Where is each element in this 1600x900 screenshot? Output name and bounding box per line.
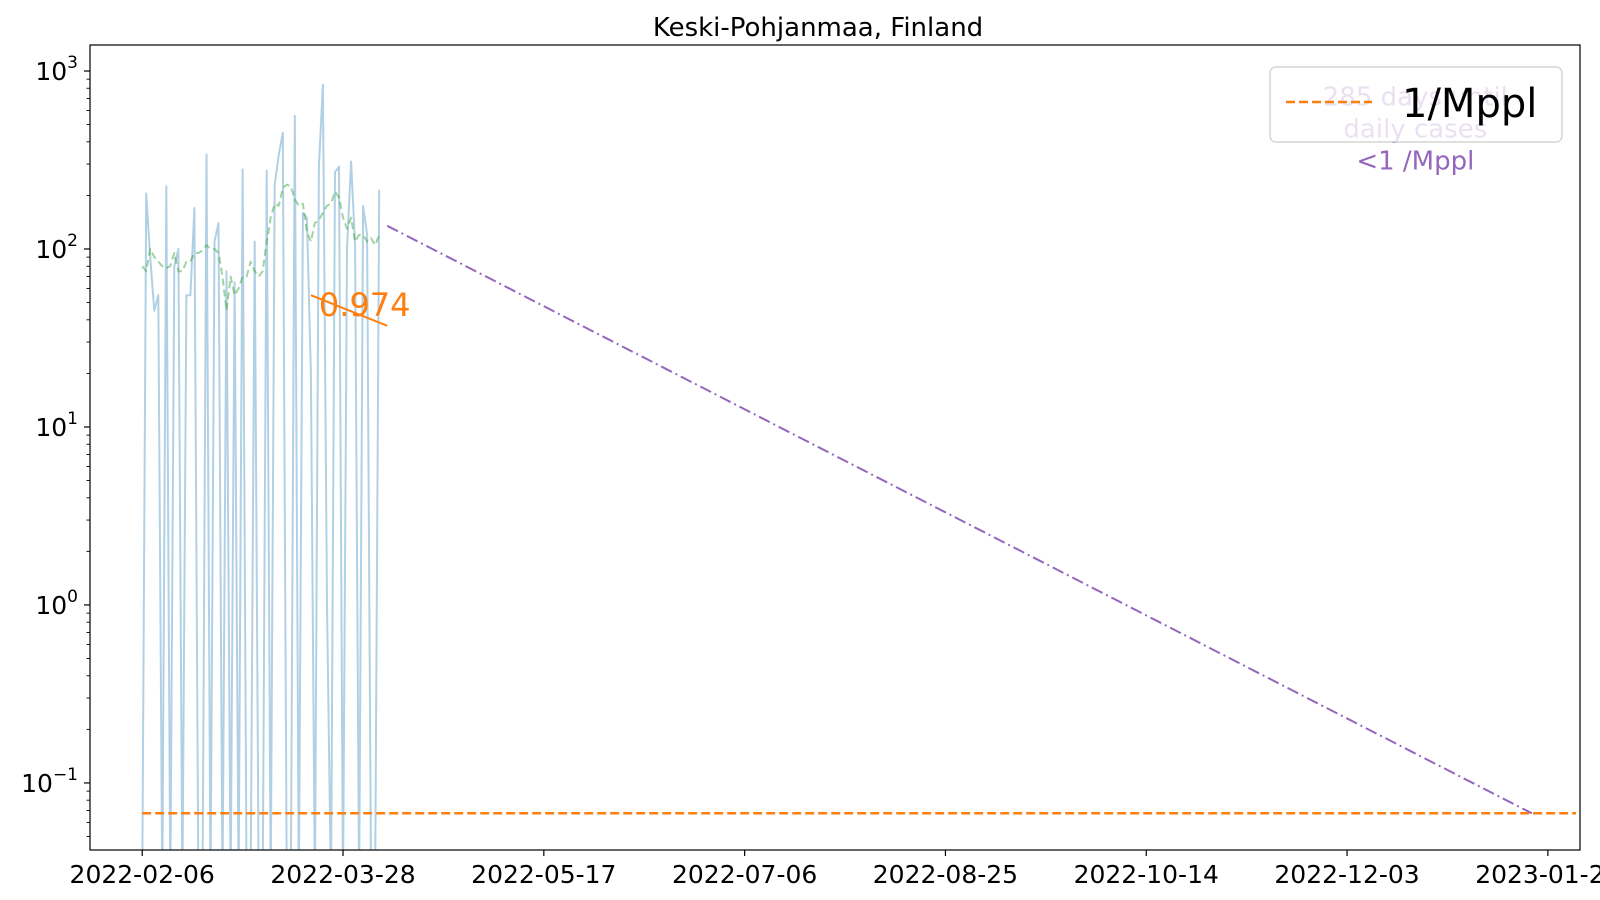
plot-area (89, 44, 1581, 851)
y-tick-label: 101 (35, 409, 78, 442)
legend-frame (1269, 66, 1563, 143)
x-tick-label: 2022-05-17 (471, 860, 616, 889)
x-tick-label: 2022-02-06 (70, 860, 215, 889)
x-tick-label: 2022-08-25 (873, 860, 1018, 889)
x-tick-label: 2023-01-22 (1475, 860, 1600, 889)
y-tick-label: 10−1 (21, 765, 78, 798)
y-tick-label: 102 (35, 231, 78, 264)
x-tick-label: 2022-12-03 (1274, 860, 1419, 889)
legend-label-1mppl: 1/Mppl (1402, 81, 1537, 127)
x-axis: 2022-02-06 2022-03-28 2022-05-17 2022-07-06… (70, 850, 1600, 889)
legend: 1/Mppl (1269, 66, 1563, 143)
projection-series-line (386, 224, 1533, 815)
x-tick-label: 2022-07-06 (672, 860, 817, 889)
smoothed-series-line (141, 183, 381, 312)
y-axis: 10−1 100 101 102 103 (21, 53, 90, 837)
x-tick-label: 2022-10-14 (1074, 860, 1219, 889)
slope-marker-series-line (310, 294, 388, 327)
days-annotation-line: <1 /Mppl (1356, 146, 1474, 176)
daily-series-line (141, 83, 381, 850)
slope-annotation: 0.974 (319, 286, 411, 324)
chart-title: Keski-Pohjanmaa, Finland (653, 13, 983, 43)
y-tick-label: 103 (35, 53, 78, 86)
x-tick-label: 2022-03-28 (270, 860, 415, 889)
y-tick-label: 100 (35, 587, 78, 620)
